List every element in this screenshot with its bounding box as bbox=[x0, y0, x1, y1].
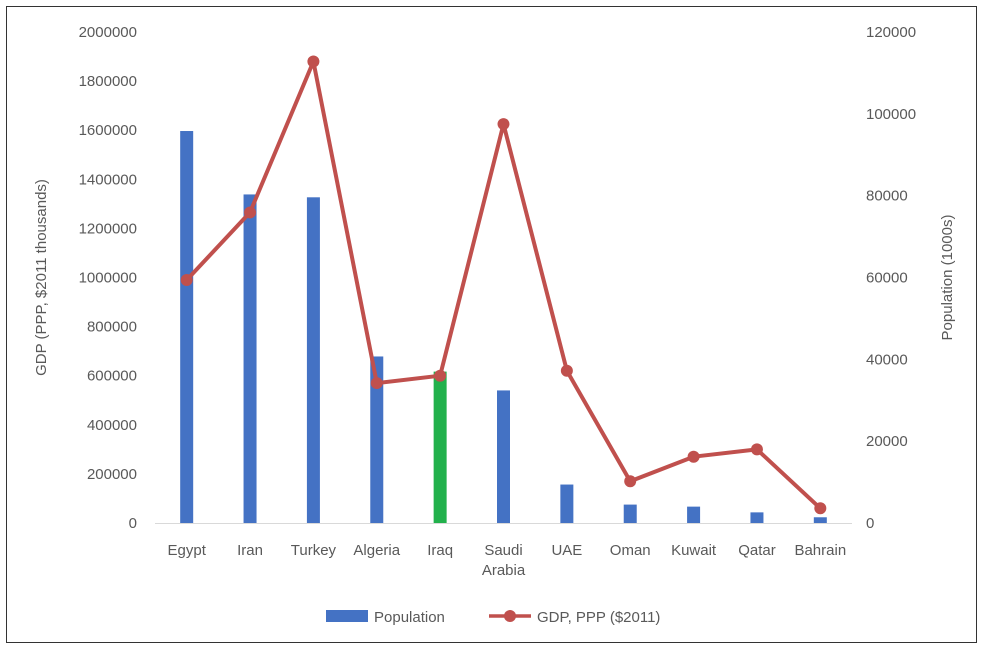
x-tick-label: Egypt bbox=[168, 542, 207, 559]
gdp-point bbox=[814, 502, 827, 515]
legend: Population GDP, PPP ($2011) bbox=[326, 609, 660, 626]
x-tick-label: Iran bbox=[237, 542, 263, 559]
right-tick-label: 80000 bbox=[866, 188, 908, 205]
right-tick-label: 20000 bbox=[866, 433, 908, 450]
right-axis-title: Population (1000s) bbox=[939, 215, 956, 341]
x-tick-label: Qatar bbox=[738, 542, 776, 559]
x-tick-label-line: Bahrain bbox=[794, 542, 846, 559]
left-tick-label: 600000 bbox=[87, 368, 137, 385]
x-tick-label: Saudi Arabia bbox=[482, 542, 526, 579]
right-tick-label: 0 bbox=[866, 515, 874, 532]
gdp-point bbox=[560, 364, 573, 377]
x-tick-label: Turkey bbox=[291, 542, 337, 559]
population-bar bbox=[306, 197, 320, 523]
x-tick-label-line: Kuwait bbox=[671, 542, 717, 559]
left-tick-label: 1000000 bbox=[79, 270, 137, 287]
x-tick-label-line: Algeria bbox=[353, 542, 400, 559]
population-bar bbox=[623, 504, 637, 523]
x-tick-label-line: Iraq bbox=[427, 542, 453, 559]
x-tick-label-line: Turkey bbox=[291, 542, 337, 559]
left-tick-label: 1800000 bbox=[79, 73, 137, 90]
right-tick-label: 120000 bbox=[866, 24, 916, 41]
legend-population-label: Population bbox=[374, 609, 445, 626]
population-bar bbox=[813, 517, 827, 523]
population-bar bbox=[687, 506, 701, 523]
x-tick-label: Iraq bbox=[427, 542, 453, 559]
x-tick-label-line: Saudi bbox=[484, 542, 522, 559]
legend-gdp-marker bbox=[504, 610, 516, 622]
gdp-point bbox=[244, 206, 257, 219]
population-bar bbox=[180, 131, 194, 524]
chart-frame bbox=[6, 6, 977, 643]
legend-population-swatch bbox=[326, 610, 368, 622]
gdp-point bbox=[497, 118, 510, 131]
x-tick-label-line: Qatar bbox=[738, 542, 776, 559]
population-bars bbox=[180, 131, 827, 524]
left-tick-label: 200000 bbox=[87, 466, 137, 483]
x-tick-label-line: Oman bbox=[610, 542, 651, 559]
gdp-point bbox=[434, 369, 447, 382]
population-bar bbox=[560, 484, 574, 523]
x-tick-label-line: Egypt bbox=[168, 542, 207, 559]
left-axis-ticks: 0 200000 400000 600000 800000 1000000 1200000 1… bbox=[79, 24, 137, 532]
right-tick-label: 40000 bbox=[866, 351, 908, 368]
left-tick-label: 400000 bbox=[87, 417, 137, 434]
gdp-point bbox=[624, 475, 637, 488]
population-bar bbox=[497, 390, 510, 523]
left-axis-title: GDP (PPP, $2011 thousands) bbox=[33, 179, 50, 376]
gdp-point bbox=[307, 55, 320, 68]
x-tick-label-line: Iran bbox=[237, 542, 263, 559]
population-bar bbox=[750, 512, 764, 523]
x-tick-label-line: UAE bbox=[551, 542, 582, 559]
gdp-point bbox=[180, 273, 193, 286]
x-axis-ticks: Egypt Iran Turkey Algeria Iraq Saudi Arabia UAE… bbox=[168, 542, 847, 579]
left-tick-label: 1600000 bbox=[79, 122, 137, 139]
population-bar bbox=[433, 371, 447, 523]
left-tick-label: 2000000 bbox=[79, 24, 137, 41]
right-tick-label: 60000 bbox=[866, 270, 908, 287]
x-tick-label: UAE bbox=[551, 542, 582, 559]
x-tick-label: Kuwait bbox=[671, 542, 717, 559]
right-axis-ticks: 0 20000 40000 60000 80000 100000 120000 bbox=[866, 24, 916, 532]
legend-gdp-label: GDP, PPP ($2011) bbox=[537, 609, 660, 626]
right-tick-label: 100000 bbox=[866, 106, 916, 123]
left-tick-label: 0 bbox=[129, 515, 137, 532]
x-tick-label: Bahrain bbox=[794, 542, 846, 559]
population-bar bbox=[370, 356, 384, 523]
x-tick-label: Oman bbox=[610, 542, 651, 559]
gdp-line-series bbox=[180, 55, 827, 515]
population-bar bbox=[243, 194, 257, 524]
gdp-point bbox=[370, 377, 383, 390]
left-tick-label: 1400000 bbox=[79, 171, 137, 188]
x-tick-label-line: Arabia bbox=[482, 562, 526, 579]
left-tick-label: 800000 bbox=[87, 319, 137, 336]
gdp-point bbox=[750, 443, 763, 456]
left-tick-label: 1200000 bbox=[79, 220, 137, 237]
x-tick-label: Algeria bbox=[353, 542, 400, 559]
gdp-point bbox=[687, 450, 700, 463]
